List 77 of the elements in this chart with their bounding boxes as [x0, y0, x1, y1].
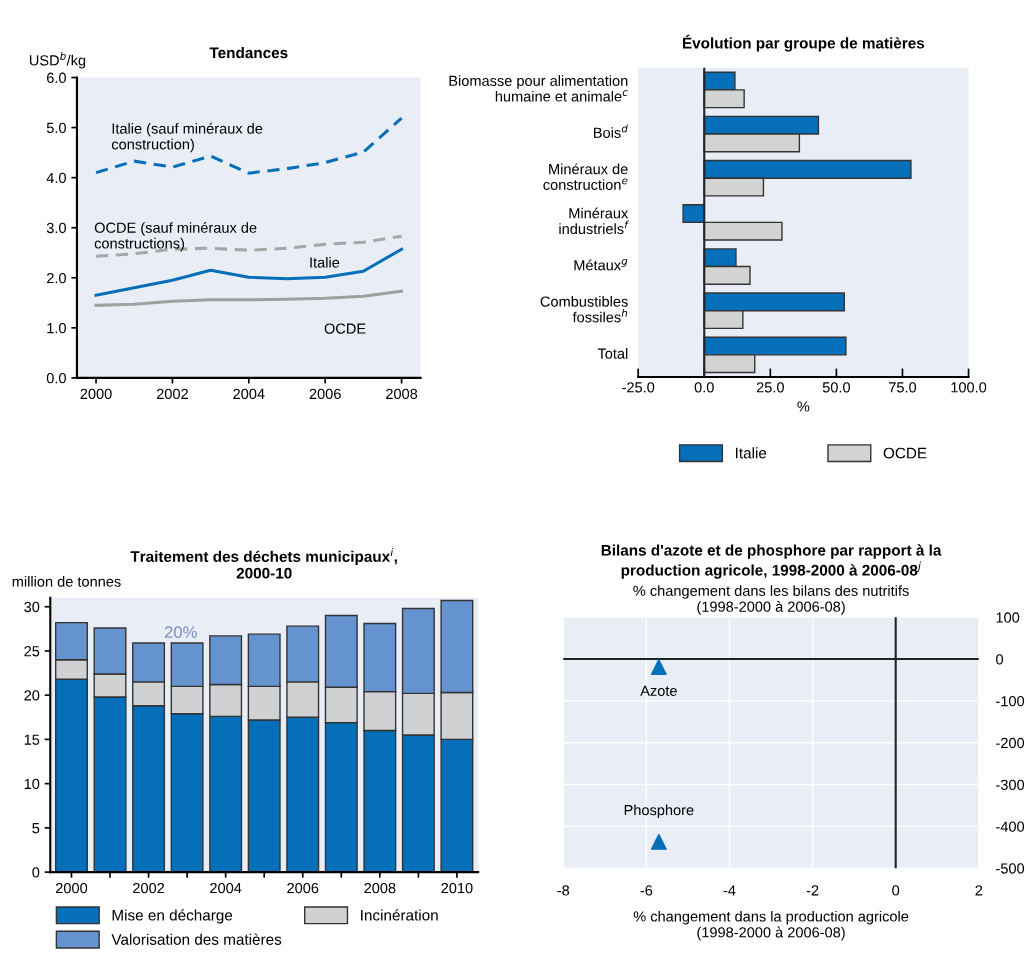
x-tick-label: 75.0: [889, 382, 917, 393]
legend-label: Mise en décharge: [112, 909, 233, 924]
y-tick-label: -100: [996, 696, 1025, 707]
line-series: [94, 234, 404, 258]
x-tick-label: 2008: [386, 388, 418, 400]
y-tick-label: 30: [24, 601, 40, 613]
x-tick-label: 50.0: [822, 382, 851, 393]
y-tick-label: Bois$^{d}$: [594, 124, 628, 138]
y-tick-label: Minéraux de construction$^{e}$: [543, 163, 628, 190]
chart-title: Bilans d'azote et de phosphore par rapport à la production agricole, 1998-2000 à 2006-08$^{j}$: [601, 544, 942, 579]
y-tick-label: 6.0: [47, 72, 66, 83]
y-tick-label: Combustibles fossiles$^{h}$: [540, 296, 628, 323]
y-tick-label: 20: [24, 690, 40, 701]
x-tick-label: 2006: [309, 388, 341, 400]
chart-subtitle: % changement dans les bilans des nutritifs (1998-2000 à 2006-08): [633, 585, 909, 615]
x-tick-label: 25.0: [756, 382, 784, 393]
y-tick-label: 100: [996, 612, 1020, 623]
series-label: Italie: [310, 256, 340, 268]
y-tick-label: 5.0: [46, 122, 66, 134]
y-tick-label: -200: [996, 737, 1025, 749]
x-tick-label: 2002: [133, 882, 165, 894]
x-tick-label: 0.0: [694, 382, 714, 393]
x-tick-label: 2010: [441, 882, 473, 894]
y-tick-label: Métaux$^{g}$: [574, 258, 628, 271]
y-axis-title: million de tonnes: [12, 576, 121, 587]
x-tick-label: 2: [975, 885, 983, 896]
y-tick-label: 0: [996, 654, 1004, 665]
y-tick-label: 10: [24, 778, 40, 790]
x-tick-label: 2000: [80, 388, 112, 400]
x-tick-label: -2: [806, 885, 819, 896]
x-tick-label: -6: [640, 885, 653, 896]
x-tick-label: 2002: [156, 388, 188, 400]
legend-label: OCDE: [883, 447, 927, 459]
x-tick-label: 100.0: [951, 382, 987, 393]
y-tick-label: 4.0: [46, 172, 66, 184]
y-tick-label: Total: [597, 348, 628, 359]
legend-label: Valorisation des matières: [111, 933, 282, 945]
y-tick-label: 5: [32, 823, 40, 834]
x-tick-label: -4: [723, 885, 736, 896]
y-tick-label: -300: [996, 779, 1025, 790]
line-series: [94, 116, 404, 175]
x-tick-label: 2008: [364, 882, 396, 894]
y-tick-label: -400: [996, 821, 1025, 832]
y-tick-label: Minéraux industriels$^{f}$: [559, 207, 630, 235]
x-axis-title: % changement dans la production agricole (1998-2000 à 2006-08): [633, 910, 909, 941]
annotation: 20%: [164, 626, 197, 638]
x-tick-label: 2004: [233, 388, 265, 400]
x-tick-label: 2004: [210, 882, 242, 894]
y-tick-label: 25: [24, 646, 40, 657]
y-tick-label: 0.0: [46, 373, 66, 384]
chart-title: Traitement des déchets municipaux$^{i}$, 2000-10: [130, 547, 397, 579]
y-tick-label: 0: [32, 867, 40, 878]
x-axis-title: %: [797, 401, 810, 412]
legend-label: Incinération: [361, 909, 438, 921]
x-tick-label: 2006: [287, 882, 319, 894]
legend-label: Italie: [736, 447, 767, 459]
x-tick-label: 2000: [55, 882, 88, 894]
y-tick-label: -500: [996, 863, 1025, 874]
chart-title: Tendances: [209, 47, 288, 59]
y-tick-label: 15: [24, 734, 40, 745]
x-tick-label: -25.0: [622, 382, 655, 393]
y-tick-label: 1.0: [47, 322, 66, 334]
line-series: [94, 289, 404, 307]
y-tick-label: Biomasse pour alimentation humaine et animale$^{c}$: [449, 75, 628, 102]
series-label: Italie (sauf minéraux de construction): [111, 122, 263, 153]
bar: [682, 204, 705, 224]
annotation: Phosphore: [624, 804, 694, 819]
chart-title: Évolution par groupe de matières: [682, 34, 925, 52]
x-tick-label: 0: [892, 885, 900, 896]
series-label: OCDE: [324, 323, 366, 334]
y-tick-label: 2.0: [47, 272, 66, 284]
x-tick-label: -8: [557, 885, 570, 896]
y-tick-label: 3.0: [46, 222, 66, 234]
annotation: Azote: [640, 685, 677, 696]
bar: [703, 221, 783, 241]
series-label: OCDE (sauf minéraux de constructions): [94, 221, 257, 252]
y-axis-title: USD$^{b}$/kg: [29, 52, 86, 69]
